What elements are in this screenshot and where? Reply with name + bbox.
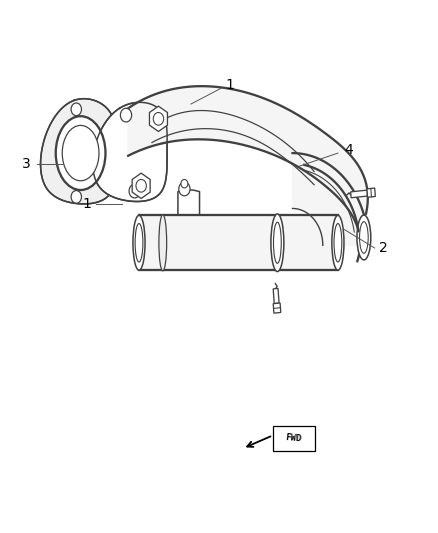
Ellipse shape [62, 125, 99, 181]
Polygon shape [149, 106, 167, 132]
Circle shape [179, 182, 190, 196]
Ellipse shape [360, 222, 368, 253]
Circle shape [181, 180, 188, 188]
Text: FWD: FWD [286, 433, 302, 443]
Ellipse shape [334, 223, 342, 262]
Ellipse shape [271, 214, 284, 271]
Polygon shape [367, 188, 375, 197]
Text: 1: 1 [83, 197, 92, 211]
Polygon shape [351, 190, 367, 198]
Circle shape [71, 103, 81, 116]
Polygon shape [128, 86, 368, 261]
FancyBboxPatch shape [273, 426, 314, 451]
Text: 3: 3 [22, 157, 31, 171]
Ellipse shape [135, 223, 143, 262]
Polygon shape [93, 102, 167, 201]
Ellipse shape [159, 215, 167, 271]
Ellipse shape [332, 215, 344, 270]
Ellipse shape [133, 215, 145, 270]
Polygon shape [273, 303, 281, 313]
Circle shape [153, 112, 164, 125]
Circle shape [71, 191, 81, 203]
Text: 2: 2 [379, 241, 388, 255]
Text: 4: 4 [344, 143, 353, 157]
Ellipse shape [273, 222, 281, 263]
Polygon shape [139, 215, 338, 270]
Polygon shape [132, 173, 150, 198]
Circle shape [120, 108, 132, 122]
Circle shape [136, 180, 146, 192]
Polygon shape [41, 99, 115, 204]
Polygon shape [293, 153, 368, 245]
Polygon shape [273, 288, 279, 304]
Ellipse shape [357, 215, 371, 260]
Circle shape [129, 184, 140, 198]
Text: 1: 1 [226, 77, 234, 92]
Ellipse shape [56, 116, 106, 190]
